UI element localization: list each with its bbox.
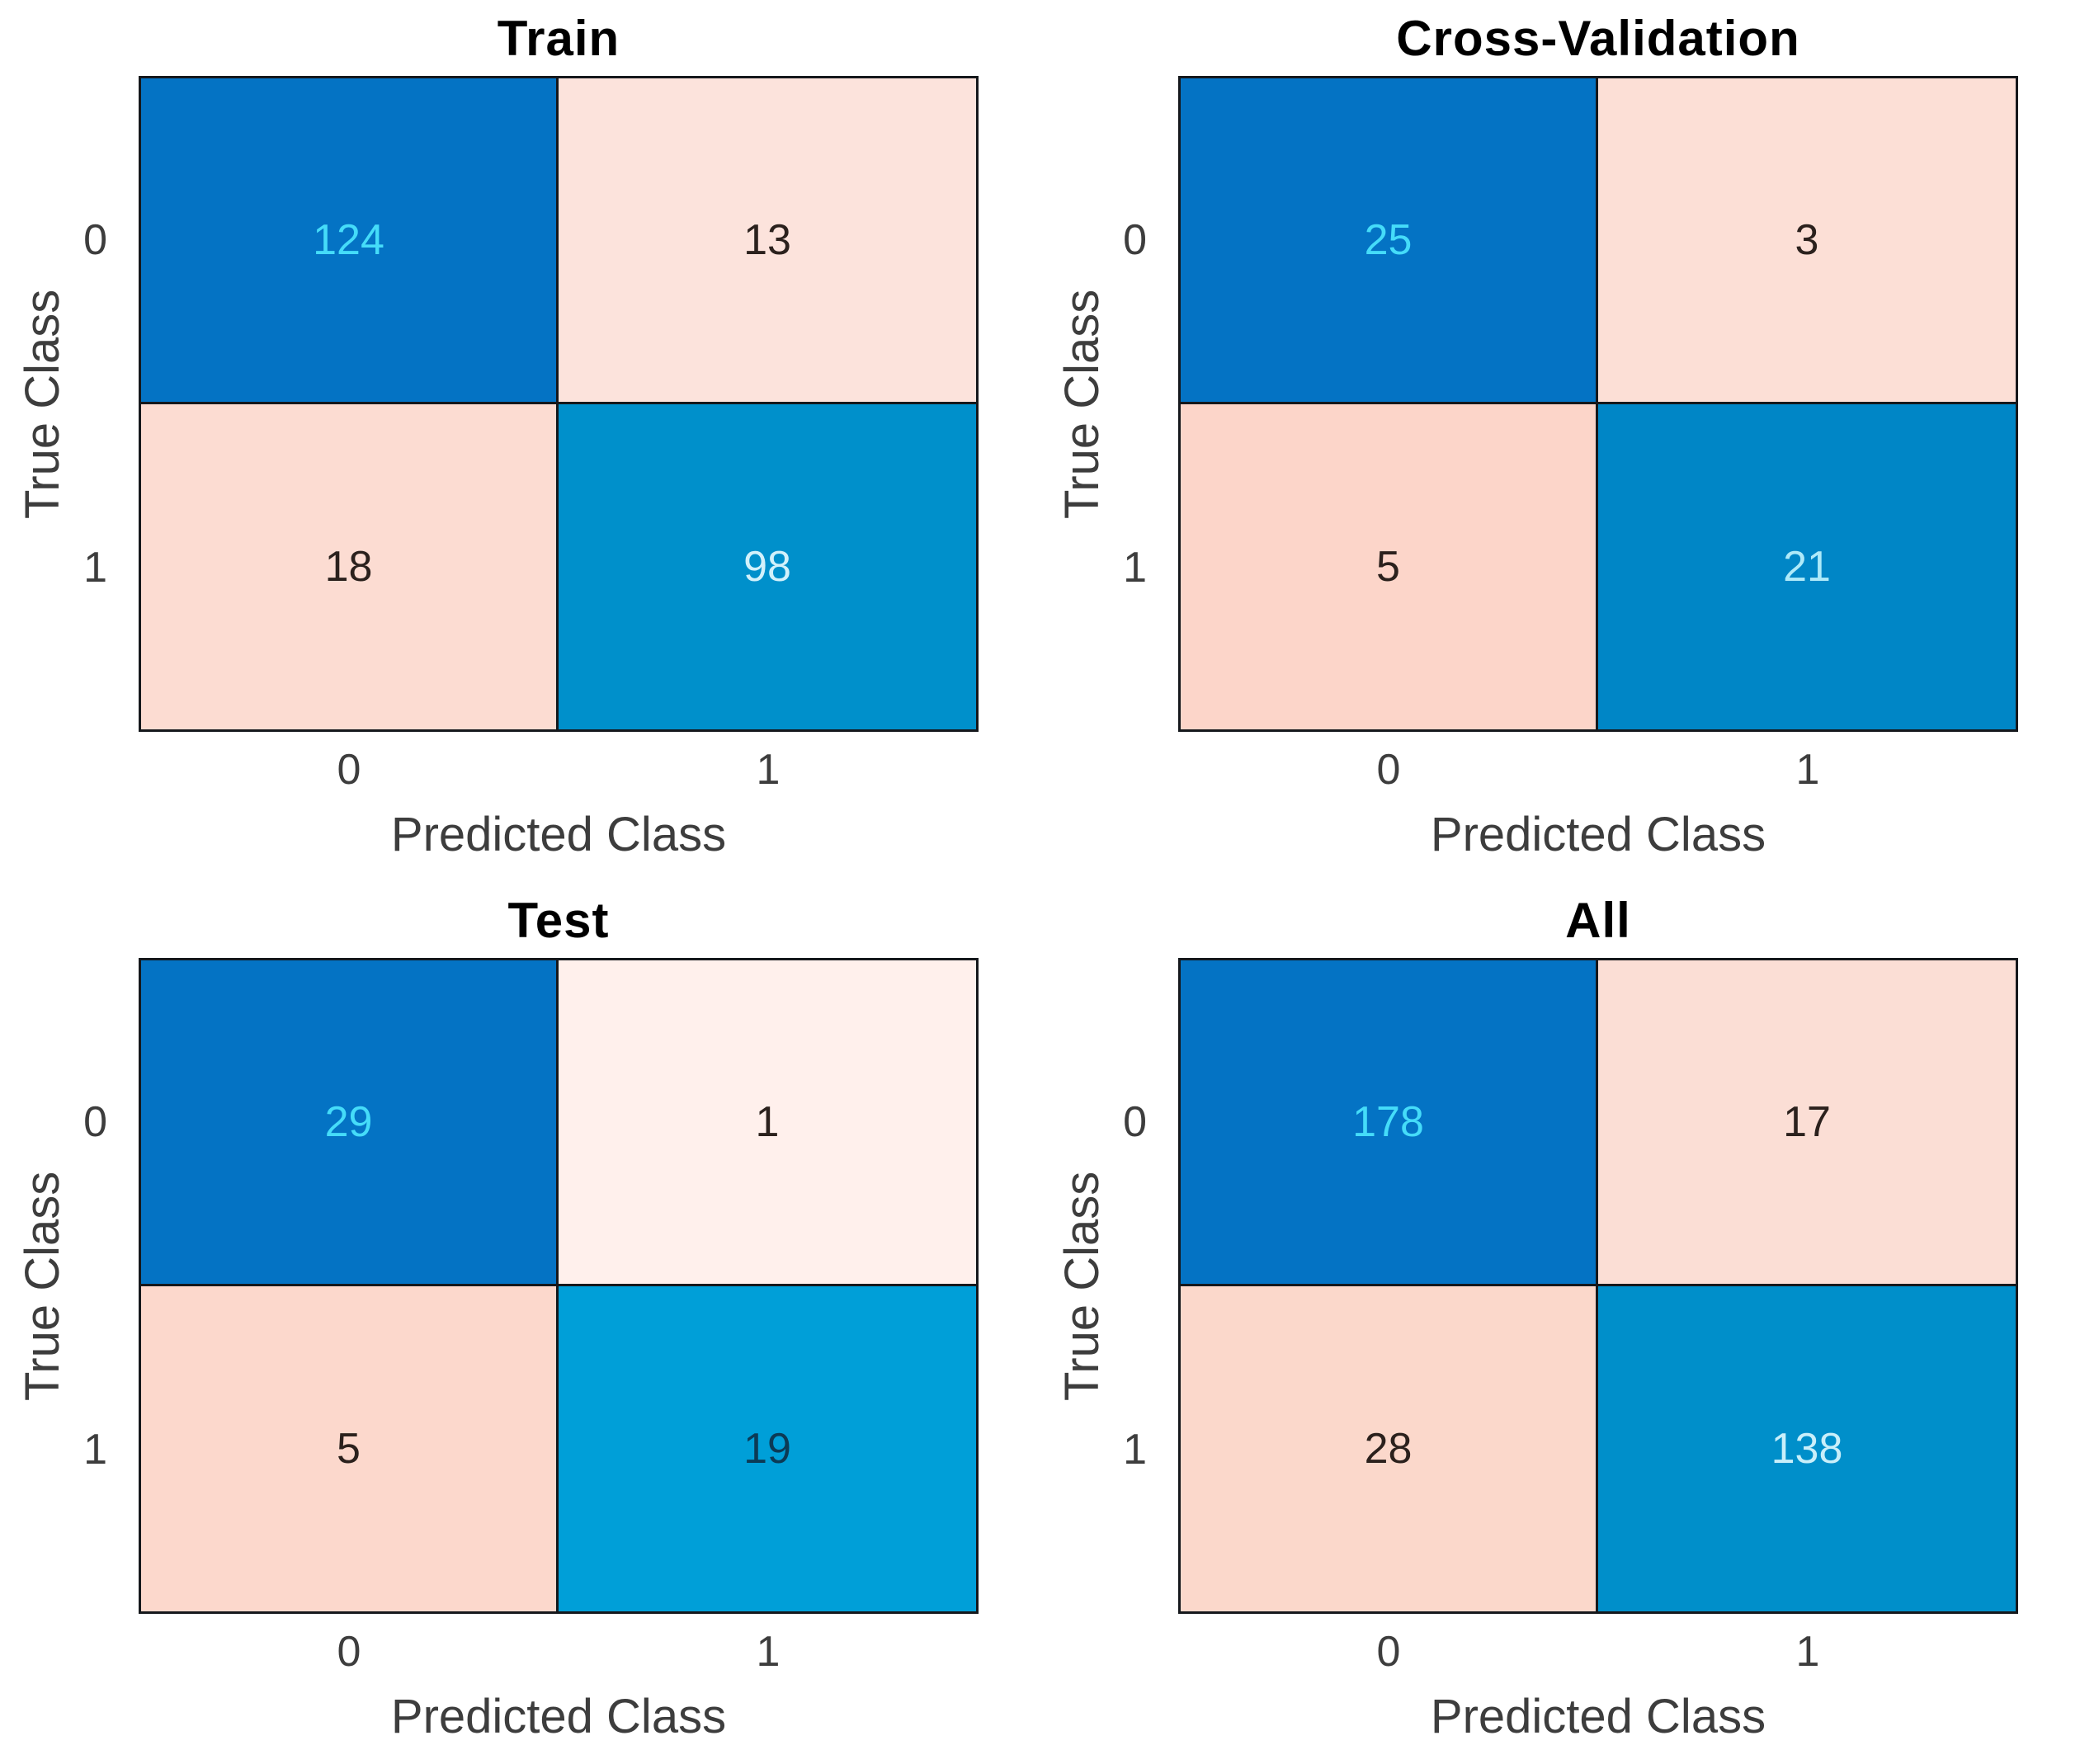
chart-title: All <box>1565 893 1631 948</box>
matrix-cell-0-0: 29 <box>141 960 559 1286</box>
matrix-cell-0-1: 3 <box>1598 78 2016 404</box>
y-tick-1: 1 <box>1123 1426 1147 1474</box>
y-tick-0: 0 <box>1123 1098 1147 1146</box>
matrix-cell-1-0: 5 <box>141 1285 559 1611</box>
y-tick-0: 0 <box>83 216 107 264</box>
x-tick-1: 1 <box>1795 1628 1820 1676</box>
y-tick-1: 1 <box>83 544 107 592</box>
matrix-cell-0-1: 17 <box>1598 960 2016 1286</box>
y-axis-label: True Class <box>1055 1171 1109 1401</box>
y-axis-label: True Class <box>16 1171 69 1401</box>
x-axis-label: Predicted Class <box>390 808 727 861</box>
x-tick-1: 1 <box>756 746 781 794</box>
chart-all: All True Class 0 1 178 17 28 138 0 1 Pre… <box>1040 882 2080 1764</box>
matrix-cell-0-1: 13 <box>559 78 976 404</box>
x-tick-1: 1 <box>756 1628 781 1676</box>
chart-title: Test <box>507 893 610 948</box>
matrix-cell-1-1: 138 <box>1598 1285 2016 1611</box>
matrix-cell-0-1: 1 <box>559 960 976 1286</box>
matrix-plot: 25 3 5 21 <box>1178 76 2018 732</box>
matrix-cell-1-0: 18 <box>141 403 559 729</box>
x-tick-0: 0 <box>1376 1628 1401 1676</box>
x-axis-label: Predicted Class <box>1430 808 1766 861</box>
y-tick-1: 1 <box>83 1426 107 1474</box>
matrix-cell-0-0: 178 <box>1181 960 1598 1286</box>
x-tick-0: 0 <box>337 1628 361 1676</box>
x-tick-1: 1 <box>1795 746 1820 794</box>
matrix-cell-1-1: 19 <box>559 1285 976 1611</box>
chart-title: Train <box>497 11 620 66</box>
chart-cross-validation: Cross-Validation True Class 0 1 25 3 5 2… <box>1040 0 2080 882</box>
matrix-cell-1-0: 5 <box>1181 403 1598 729</box>
matrix-plot: 124 13 18 98 <box>139 76 979 732</box>
matrix-plot: 178 17 28 138 <box>1178 958 2018 1614</box>
x-axis-label: Predicted Class <box>1430 1690 1766 1743</box>
y-axis-label: True Class <box>1055 289 1109 519</box>
matrix-cell-1-1: 21 <box>1598 403 2016 729</box>
matrix-cell-1-0: 28 <box>1181 1285 1598 1611</box>
matrix-cell-1-1: 98 <box>559 403 976 729</box>
chart-test: Test True Class 0 1 29 1 5 19 0 1 Predic… <box>0 882 1040 1764</box>
matrix-cell-0-0: 25 <box>1181 78 1598 404</box>
matrix-plot: 29 1 5 19 <box>139 958 979 1614</box>
y-axis-label: True Class <box>16 289 69 519</box>
matrix-cell-0-0: 124 <box>141 78 559 404</box>
x-tick-0: 0 <box>1376 746 1401 794</box>
y-tick-0: 0 <box>1123 216 1147 264</box>
x-tick-0: 0 <box>337 746 361 794</box>
y-tick-0: 0 <box>83 1098 107 1146</box>
x-axis-label: Predicted Class <box>390 1690 727 1743</box>
y-tick-1: 1 <box>1123 544 1147 592</box>
chart-title: Cross-Validation <box>1396 11 1800 66</box>
chart-train: Train True Class 0 1 124 13 18 98 0 1 Pr… <box>0 0 1040 882</box>
